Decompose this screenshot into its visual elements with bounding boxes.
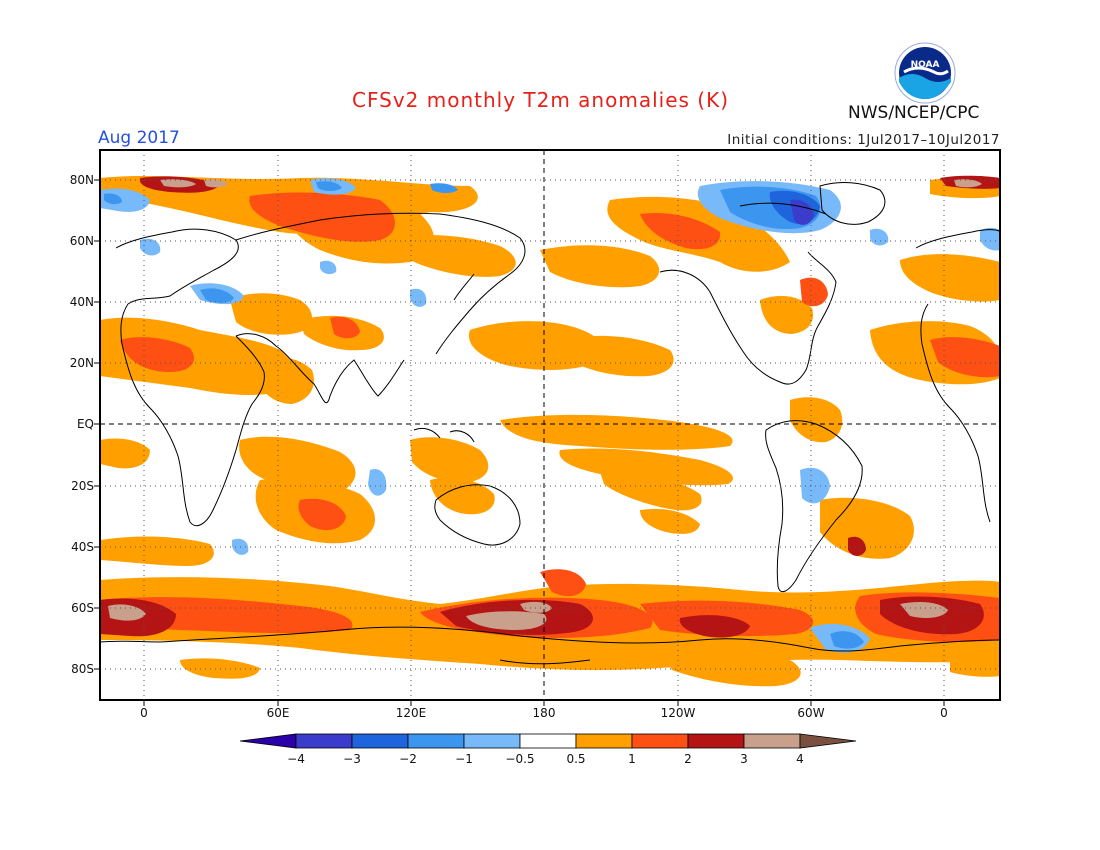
lat-label: 40N — [69, 295, 94, 309]
colorbar-label: −2 — [399, 752, 417, 766]
lat-label: 60S — [71, 601, 94, 615]
lon-label: 0 — [140, 706, 148, 720]
colorbar-label: 2 — [684, 752, 692, 766]
coastlines — [100, 182, 1000, 665]
colorbar-label: 1 — [628, 752, 636, 766]
lat-label: 80N — [69, 173, 94, 187]
colorbar-label: −0.5 — [505, 752, 535, 766]
lat-label: 20N — [69, 356, 94, 370]
forecast-period: Aug 2017 — [98, 128, 180, 148]
colorbar-label: −4 — [287, 752, 305, 766]
lon-label: 180 — [532, 706, 556, 720]
lat-label: 20S — [71, 479, 94, 493]
axis-ticks — [94, 179, 945, 706]
lon-label: 120E — [395, 706, 427, 720]
colorbar-label: 3 — [740, 752, 748, 766]
svg-text:NOAA: NOAA — [911, 60, 940, 70]
lat-label: 60N — [69, 234, 94, 248]
colorbar-label: 4 — [796, 752, 804, 766]
colorbar-label: −1 — [455, 752, 473, 766]
grid-lines — [100, 150, 1000, 700]
colorbar-label: 0.5 — [566, 752, 586, 766]
lat-label: 80S — [71, 662, 94, 676]
lon-label: 120W — [660, 706, 696, 720]
agency-label: NWS/NCEP/CPC — [848, 103, 980, 123]
lat-label: 40S — [71, 540, 94, 554]
lon-label: 0 — [940, 706, 948, 720]
map-frame — [99, 149, 1001, 701]
colorbar-label: −3 — [343, 752, 361, 766]
lon-label: 60E — [266, 706, 290, 720]
initial-conditions: Initial conditions: 1Jul2017–10Jul2017 — [727, 132, 1000, 148]
lat-label: EQ — [76, 417, 94, 431]
reference-lines — [100, 150, 1000, 700]
noaa-logo-icon: NOAA — [894, 42, 956, 104]
map-title: CFSv2 monthly T2m anomalies (K) — [352, 88, 729, 112]
lon-label: 60W — [797, 706, 825, 720]
